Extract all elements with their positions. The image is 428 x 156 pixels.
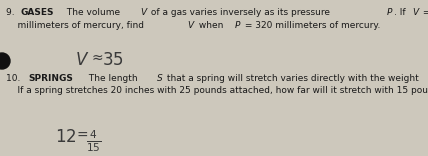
Text: $35$: $35$ bbox=[102, 51, 124, 69]
Text: $\mathit{V}$: $\mathit{V}$ bbox=[75, 51, 89, 69]
Text: $=$: $=$ bbox=[74, 127, 89, 141]
Text: . If: . If bbox=[394, 8, 408, 17]
Text: The volume: The volume bbox=[64, 8, 123, 17]
Text: The length: The length bbox=[86, 74, 141, 83]
Text: 9.: 9. bbox=[6, 8, 18, 17]
Text: P: P bbox=[235, 21, 240, 30]
Text: SPRINGS: SPRINGS bbox=[28, 74, 73, 83]
Text: of a gas varies inversely as its pressure: of a gas varies inversely as its pressur… bbox=[148, 8, 333, 17]
Text: V: V bbox=[140, 8, 146, 17]
Text: 10.: 10. bbox=[6, 74, 23, 83]
Text: GASES: GASES bbox=[21, 8, 54, 17]
Text: that a spring will stretch varies directly with the weight: that a spring will stretch varies direct… bbox=[164, 74, 422, 83]
Text: $\frac{4}{15}$: $\frac{4}{15}$ bbox=[86, 128, 101, 154]
Text: V: V bbox=[412, 8, 419, 17]
Circle shape bbox=[0, 53, 10, 69]
Text: V: V bbox=[188, 21, 194, 30]
Text: = 80 cubic centimeters when: = 80 cubic centimeters when bbox=[420, 8, 428, 17]
Text: If a spring stretches 20 inches with 25 pounds attached, how far will it stretch: If a spring stretches 20 inches with 25 … bbox=[6, 86, 428, 95]
Text: S: S bbox=[157, 74, 162, 83]
Text: $\mathit{12}$: $\mathit{12}$ bbox=[55, 128, 77, 146]
Text: millimeters of mercury, find: millimeters of mercury, find bbox=[6, 21, 147, 30]
Text: when: when bbox=[196, 21, 226, 30]
Text: = 320 millimeters of mercury.: = 320 millimeters of mercury. bbox=[242, 21, 380, 30]
Text: $\approx$: $\approx$ bbox=[89, 50, 104, 64]
Text: P: P bbox=[386, 8, 392, 17]
